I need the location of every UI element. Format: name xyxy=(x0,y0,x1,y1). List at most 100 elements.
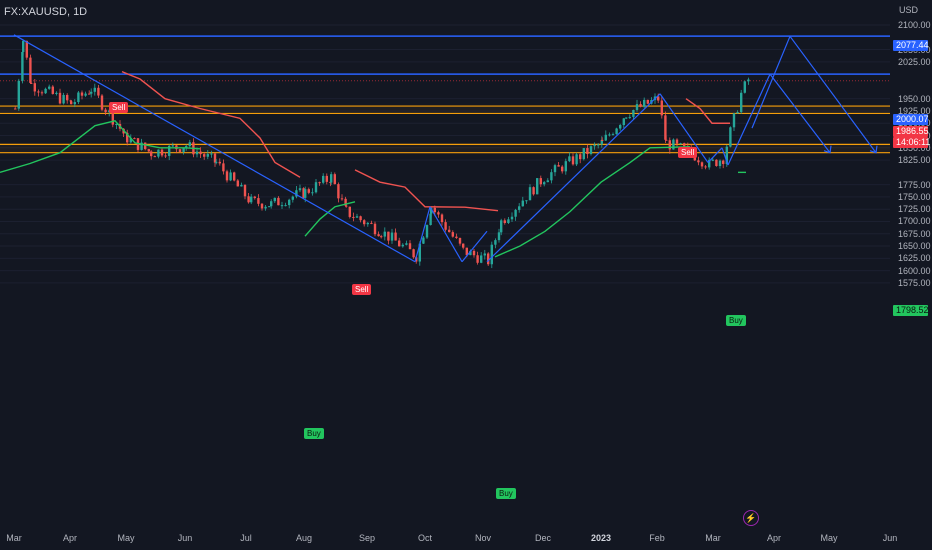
candle-body xyxy=(593,145,595,146)
candle-body xyxy=(150,151,152,156)
sell-signal: Sell xyxy=(109,102,128,113)
candle-body xyxy=(337,184,339,198)
price-tick-label: 2100.00 xyxy=(898,20,931,30)
candle-body xyxy=(747,79,749,81)
time-tick-label: Mar xyxy=(6,533,22,543)
candle-body xyxy=(494,240,496,245)
lower-zone xyxy=(0,144,890,152)
candle-body xyxy=(597,144,599,145)
candle-body xyxy=(434,208,436,212)
buy-signal: Buy xyxy=(496,488,516,499)
candle-body xyxy=(491,245,493,265)
time-tick-label: Jun xyxy=(883,533,898,543)
candle-body xyxy=(277,198,279,205)
candle-body xyxy=(601,140,603,141)
candle-body xyxy=(719,161,721,166)
candle-body xyxy=(639,104,641,107)
candle-body xyxy=(172,145,174,146)
candle-body xyxy=(583,148,585,159)
candle-body xyxy=(540,178,542,184)
candle-body xyxy=(304,189,306,198)
candle-body xyxy=(525,200,527,201)
upper-zone xyxy=(0,106,890,113)
time-tick-label: Oct xyxy=(418,533,432,543)
time-tick-label: Mar xyxy=(705,533,721,543)
candle-body xyxy=(504,220,506,223)
candle-body xyxy=(104,110,106,112)
candle-body xyxy=(586,148,588,154)
candle-body xyxy=(18,81,20,109)
symbol-title[interactable]: FX:XAUUSD, 1D xyxy=(4,6,87,18)
trailing-stop-up xyxy=(495,147,690,257)
candle-body xyxy=(370,223,372,224)
trailing-stop-down xyxy=(355,170,498,211)
projection-line xyxy=(752,36,790,128)
candle-body xyxy=(222,163,224,171)
candle-body xyxy=(148,149,150,151)
candle-body xyxy=(270,201,272,206)
candle-body xyxy=(547,180,549,182)
price-tick-label: 1750.00 xyxy=(898,192,931,202)
candle-body xyxy=(412,249,414,257)
candle-body xyxy=(448,230,450,232)
candle-body xyxy=(455,237,457,238)
candle-body xyxy=(476,255,478,263)
candle-body xyxy=(229,172,231,180)
candle-body xyxy=(182,148,184,152)
candle-body xyxy=(522,201,524,207)
candle-body xyxy=(623,118,625,125)
candle-body xyxy=(380,236,382,237)
candle-body xyxy=(518,206,520,210)
candle-body xyxy=(62,95,64,104)
candle-body xyxy=(157,150,159,157)
candle-body xyxy=(44,89,46,93)
candle-body xyxy=(441,214,443,222)
candle-body xyxy=(387,232,389,241)
candle-body xyxy=(244,185,246,196)
candle-body xyxy=(643,100,645,107)
candle-body xyxy=(237,180,239,186)
candle-body xyxy=(636,104,638,110)
candle-body xyxy=(52,87,54,94)
time-tick-label: Nov xyxy=(475,533,491,543)
lightning-icon[interactable]: ⚡ xyxy=(743,510,759,526)
candle-body xyxy=(701,162,703,166)
candle-body xyxy=(240,185,242,186)
candle-body xyxy=(133,138,135,139)
candle-body xyxy=(179,149,181,152)
candle-body xyxy=(561,167,563,172)
time-tick-label: Sep xyxy=(359,533,375,543)
candle-body xyxy=(254,197,256,198)
candle-body xyxy=(511,217,513,220)
candle-body xyxy=(22,41,24,52)
candle-body xyxy=(498,232,500,240)
price-tick-label: 1700.00 xyxy=(898,216,931,226)
candle-body xyxy=(665,140,667,141)
price-tick-label: 1600.00 xyxy=(898,266,931,276)
candle-body xyxy=(722,161,724,164)
candle-body xyxy=(473,251,475,255)
candle-body xyxy=(21,52,23,81)
candle-body xyxy=(572,156,574,164)
currency-label: USD xyxy=(899,5,918,15)
price-tick-label: 1650.00 xyxy=(898,241,931,251)
candle-body xyxy=(207,154,209,157)
candle-body xyxy=(402,245,404,247)
candle-body xyxy=(676,140,678,144)
time-tick-label: Jun xyxy=(178,533,193,543)
candle-body xyxy=(377,234,379,236)
countdown-label: 14:06:11 xyxy=(893,137,928,148)
time-tick-label: Apr xyxy=(767,533,781,543)
candle-body xyxy=(590,146,592,154)
time-tick-label: Aug xyxy=(296,533,312,543)
candle-body xyxy=(330,174,332,182)
candle-body xyxy=(250,197,252,203)
candle-body xyxy=(704,166,706,167)
time-tick-label: 2023 xyxy=(591,533,611,543)
candle-body xyxy=(281,205,283,206)
candle-body xyxy=(308,189,310,193)
candle-body xyxy=(274,198,276,201)
candle-body xyxy=(41,92,43,93)
